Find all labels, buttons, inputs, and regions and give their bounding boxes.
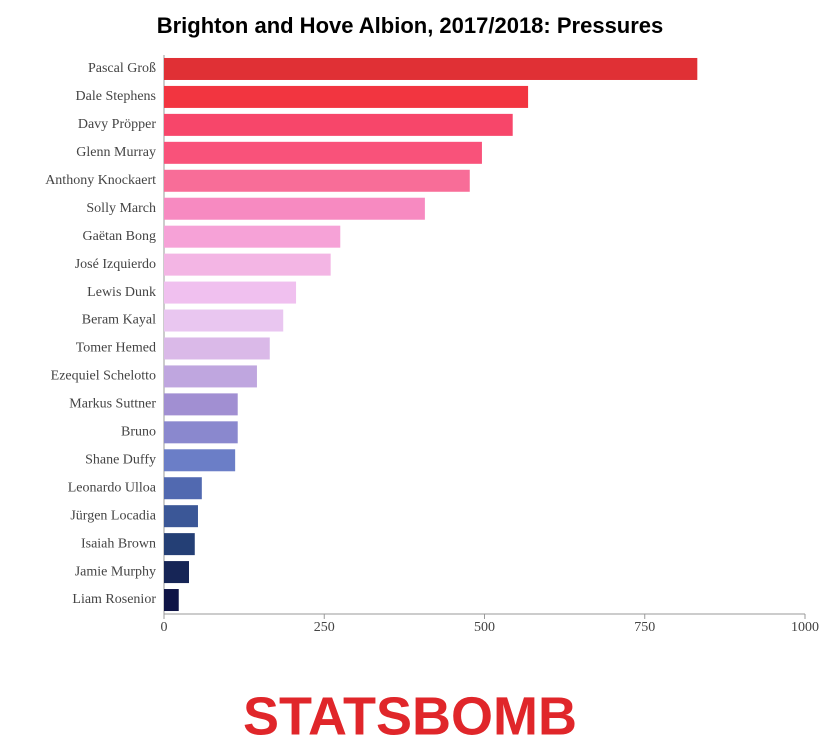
logo: STATSBOMB xyxy=(243,686,577,746)
bar xyxy=(164,365,257,388)
x-tick-label: 250 xyxy=(314,620,335,635)
y-tick-label: Ezequiel Schelotto xyxy=(51,369,156,384)
bar xyxy=(164,225,341,248)
y-tick-label: Anthony Knockaert xyxy=(45,173,156,188)
y-tick-label: Dale Stephens xyxy=(76,89,156,104)
bar xyxy=(164,589,179,612)
x-tick-label: 500 xyxy=(474,620,495,635)
y-tick-label: Liam Rosenior xyxy=(72,592,156,607)
y-tick-label: Jürgen Locadia xyxy=(70,508,156,523)
y-tick-label: Tomer Hemed xyxy=(76,341,156,356)
bar xyxy=(164,197,425,220)
bar xyxy=(164,337,270,360)
y-tick-label: Leonardo Ulloa xyxy=(68,480,157,495)
x-tick-label: 0 xyxy=(161,620,168,635)
bar xyxy=(164,421,238,444)
bar xyxy=(164,253,331,276)
bar xyxy=(164,169,470,192)
bar xyxy=(164,505,198,528)
y-tick-label: Pascal Groß xyxy=(88,61,156,76)
y-tick-label: Glenn Murray xyxy=(76,145,156,160)
bar xyxy=(164,449,236,472)
y-tick-label: Jamie Murphy xyxy=(75,564,156,579)
y-tick-label: Beram Kayal xyxy=(82,313,156,328)
bar xyxy=(164,309,284,332)
bar xyxy=(164,281,297,304)
chart-title: Brighton and Hove Albion, 2017/2018: Pre… xyxy=(157,13,664,38)
y-tick-label: José Izquierdo xyxy=(75,257,156,272)
y-tick-label: Shane Duffy xyxy=(85,452,156,467)
bar xyxy=(164,57,698,80)
y-tick-label: Markus Suttner xyxy=(69,397,156,412)
y-tick-label: Gaëtan Bong xyxy=(83,229,156,244)
y-tick-label: Bruno xyxy=(121,425,156,440)
bar xyxy=(164,561,189,584)
x-tick-label: 750 xyxy=(634,620,655,635)
bar xyxy=(164,141,482,164)
y-tick-label: Solly March xyxy=(86,201,156,216)
y-tick-label: Davy Pröpper xyxy=(78,117,156,132)
y-tick-label: Isaiah Brown xyxy=(81,536,156,551)
bar xyxy=(164,533,195,556)
bar xyxy=(164,113,513,136)
bar xyxy=(164,85,529,108)
bar xyxy=(164,477,202,500)
x-tick-label: 1000 xyxy=(791,620,819,635)
bar xyxy=(164,393,238,416)
y-tick-label: Lewis Dunk xyxy=(87,285,156,300)
